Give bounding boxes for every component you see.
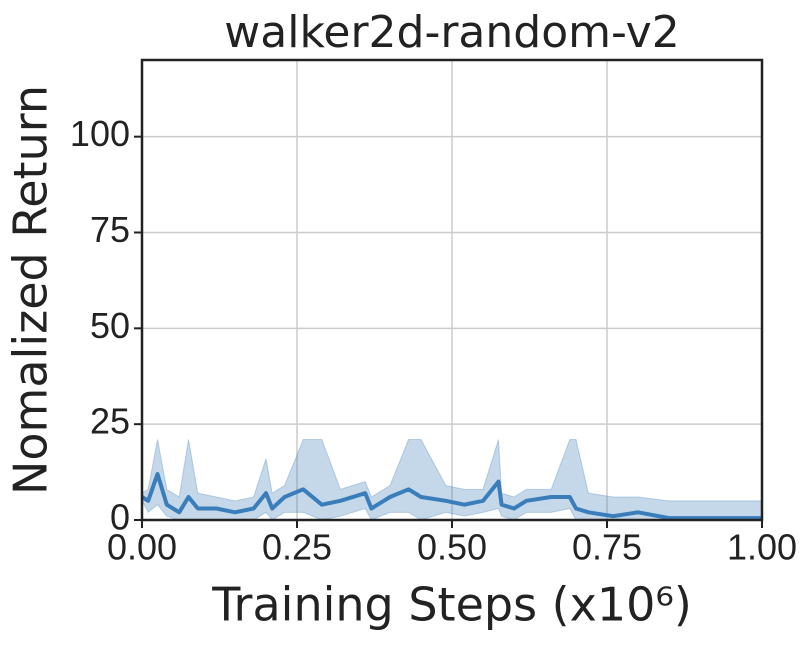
y-tick-label: 0 bbox=[110, 497, 130, 538]
x-tick-label: 0.25 bbox=[262, 527, 332, 568]
y-tick-label: 25 bbox=[90, 401, 130, 442]
x-tick-label: 1.00 bbox=[727, 527, 797, 568]
y-tick-label: 50 bbox=[90, 305, 130, 346]
x-tick-label: 0.75 bbox=[572, 527, 642, 568]
y-tick-label: 75 bbox=[90, 209, 130, 250]
chart-title: walker2d-random-v2 bbox=[224, 7, 679, 58]
line bbox=[140, 472, 762, 521]
x-axis-label: Training Steps (x10⁶) bbox=[211, 578, 692, 632]
y-tick-label: 100 bbox=[70, 113, 130, 154]
y-axis-label: Nomalized Return bbox=[4, 85, 58, 495]
x-tick-label: 0.00 bbox=[107, 527, 177, 568]
x-tick-label: 0.50 bbox=[417, 527, 487, 568]
plot-frame bbox=[140, 58, 764, 522]
